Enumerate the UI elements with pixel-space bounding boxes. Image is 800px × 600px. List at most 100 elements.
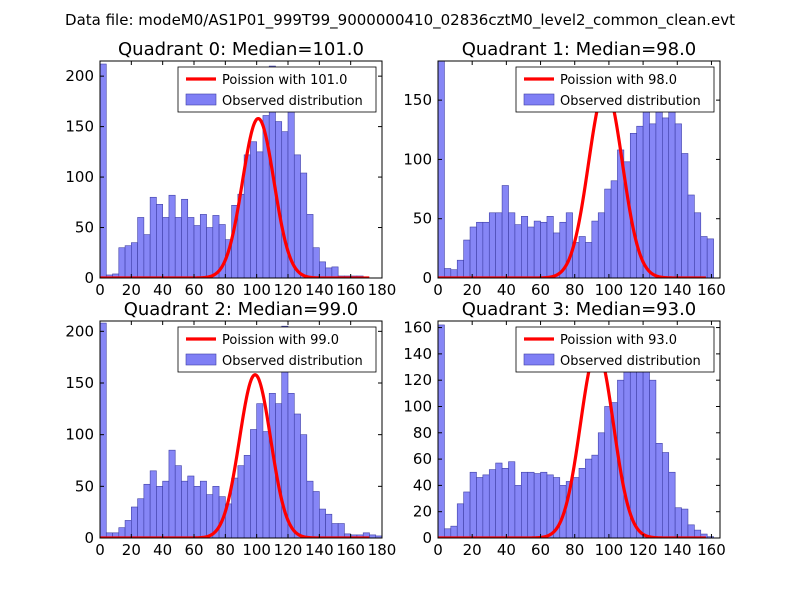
y-tick-label: 160 [403,319,432,337]
y-tick-label: 120 [403,371,432,389]
histogram-bar [438,324,445,538]
histogram-bar [540,471,548,538]
histogram-bar [256,403,264,538]
histogram-bar [293,413,301,538]
y-tick-label: 100 [403,150,432,168]
histogram-bar [508,212,516,278]
histogram-bar [450,525,458,538]
histogram-bar [578,467,586,538]
histogram-bar [131,506,138,538]
histogram-bar [629,133,637,278]
legend-poisson-label: Poission with 93.0 [560,333,677,348]
histogram-bar [706,238,714,278]
histogram-bar [174,217,182,278]
histogram-bar [482,474,490,538]
histogram-bar [325,513,333,538]
panel-title: Quadrant 0: Median=101.0 [118,39,364,60]
x-tick-label: 0 [433,281,443,299]
histogram-bar [533,220,541,278]
histogram-bar [604,188,612,278]
histogram-bar [495,462,503,538]
histogram-bar [124,245,132,278]
y-tick-label: 150 [403,91,432,109]
legend-box [177,326,377,373]
x-tick-label: 140 [305,281,334,299]
legend: Poission with 98.0 Observed distribution [515,66,715,113]
histogram-bar [700,236,708,278]
x-tick-label: 40 [497,281,516,299]
histogram-bar [591,454,599,538]
histogram-bar [585,458,593,538]
histogram-bar [281,131,289,278]
histogram-bar [527,471,535,538]
legend-observed-label: Observed distribution [560,94,701,109]
histogram-bar [655,443,663,538]
histogram-bar [662,117,670,278]
histogram-bar [649,379,657,538]
histogram-bar [546,474,554,538]
y-tick-label: 0 [422,269,432,287]
legend: Poission with 101.0 Observed distribution [177,66,377,113]
x-tick-label: 140 [663,541,692,559]
histogram-bar [331,523,339,538]
poisson-curve [438,86,707,278]
histogram-bar [143,483,151,538]
y-tick-label: 40 [413,476,432,494]
y-tick-label: 50 [413,210,432,228]
legend-observed-swatch [185,353,217,366]
y-tick-label: 0 [422,529,432,547]
y-tick-label: 100 [403,397,432,415]
legend-observed-swatch [523,353,555,366]
histogram-bar [540,221,548,278]
x-tick-label: 160 [336,541,365,559]
x-tick-label: 20 [463,281,482,299]
histogram-bar [501,185,509,278]
x-tick-label: 80 [565,541,584,559]
legend-observed-label: Observed distribution [560,354,701,369]
panel-1: 0 20 40 60 80 100 120 140 160 0 50 100 150 Quadrant 1… [403,39,725,299]
y-tick-label: 80 [413,424,432,442]
x-tick-label: 20 [122,281,141,299]
x-tick-label: 40 [153,541,172,559]
histogram-bar [508,461,516,538]
histogram-bar [438,61,445,278]
figure-suptitle: Data file: modeM0/AS1P01_999T99_90000004… [65,11,735,30]
x-tick-label: 80 [216,541,235,559]
x-tick-label: 100 [242,541,271,559]
histogram-bar [149,470,157,538]
panel-0: 0 20 40 60 80 100 120 140 160 180050100150200Quad… [65,39,396,299]
histogram-bar [206,227,214,278]
histogram-bars [438,324,714,538]
histogram-bar [300,434,308,538]
y-tick-label: 60 [413,450,432,468]
axes-frame [99,320,383,539]
legend-observed-swatch [185,93,217,106]
histogram-bar [199,480,207,538]
legend-poisson-label: Poission with 101.0 [222,73,347,88]
histogram-bar [131,242,138,278]
x-tick-label: 0 [95,541,105,559]
histogram-bar [469,471,477,538]
histogram-bar [495,212,503,278]
histogram-bar [137,217,145,278]
histogram-bar [476,221,484,278]
histogram-bar [149,196,157,278]
x-tick-label: 160 [697,281,726,299]
histogram-bar [100,322,107,538]
x-tick-label: 120 [274,541,303,559]
axes-frame [437,320,721,539]
x-tick-label: 140 [305,541,334,559]
histogram-bar [287,393,295,538]
x-tick-label: 120 [629,541,658,559]
y-tick-label: 50 [75,477,94,495]
x-tick-label: 0 [433,541,443,559]
histogram-bar [674,123,682,278]
histogram-bar [199,214,207,278]
histogram-bar [312,491,320,538]
x-tick-label: 160 [697,541,726,559]
histogram-bar [668,105,676,278]
histogram-bar [319,261,326,278]
x-tick-label: 80 [565,281,584,299]
x-tick-label: 60 [184,281,203,299]
histogram-bar [306,480,314,538]
